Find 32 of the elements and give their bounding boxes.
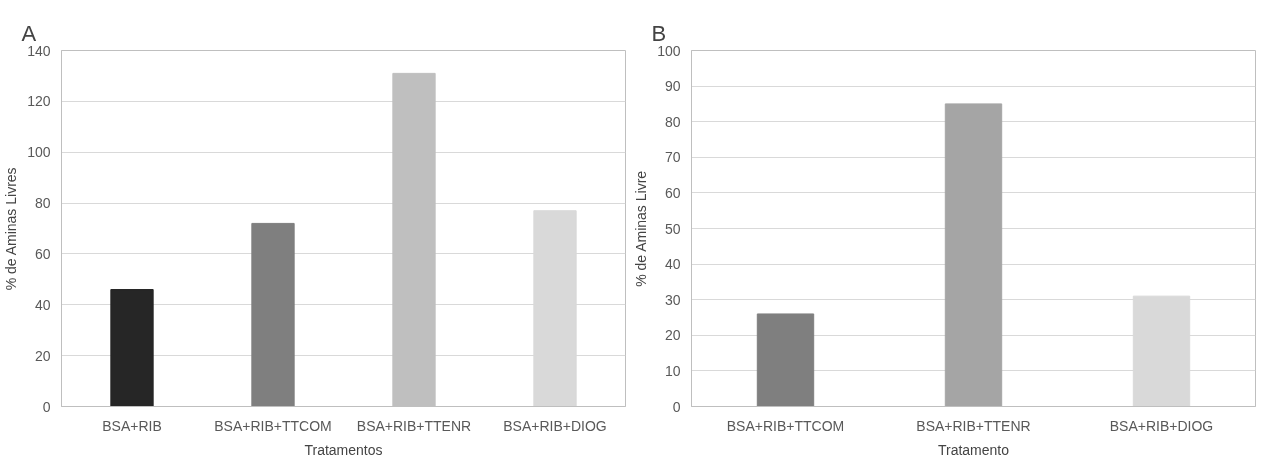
x-tick-label: BSA+RIB (102, 417, 162, 434)
y-tick-label: 70 (664, 149, 681, 166)
y-tick-label: 0 (672, 398, 681, 415)
x-tick-label: BSA+RIB+TTENR (916, 417, 1031, 434)
y-tick-label: 80 (34, 195, 51, 212)
y-tick-label: 60 (664, 184, 681, 201)
y-tick-label: 30 (664, 291, 681, 308)
y-tick-label: 0 (42, 398, 51, 415)
y-axis-title: % de Aminas Livres (3, 167, 20, 291)
y-tick-label: 20 (34, 347, 51, 364)
y-tick-label: 60 (34, 245, 51, 262)
bar (110, 289, 154, 407)
y-tick-label: 20 (664, 327, 681, 344)
y-tick-label: 100 (27, 144, 51, 161)
y-axis-title: % de Aminas Livre (633, 170, 650, 287)
y-tick-label: 40 (664, 256, 681, 273)
x-tick-label: BSA+RIB+TTENR (356, 417, 472, 434)
bar (251, 222, 295, 407)
x-tick-label: BSA+RIB+DIOG (1109, 417, 1214, 434)
y-tick-label: 40 (34, 296, 51, 313)
x-tick-label: BSA+RIB+TTCOM (214, 417, 332, 434)
y-tick-label: 90 (664, 78, 681, 95)
x-axis-title: Tratamento (937, 441, 1010, 458)
x-axis-title: Tratamentos (304, 441, 383, 458)
x-tick-label: BSA+RIB+DIOG (503, 417, 607, 434)
bar (944, 103, 1003, 407)
y-tick-label: 120 (27, 93, 51, 110)
y-tick-label: 80 (664, 113, 681, 130)
y-tick-label: 10 (664, 362, 681, 379)
x-tick-label: BSA+RIB+TTCOM (726, 417, 845, 434)
bar (756, 313, 815, 407)
y-tick-label: 50 (664, 220, 681, 237)
